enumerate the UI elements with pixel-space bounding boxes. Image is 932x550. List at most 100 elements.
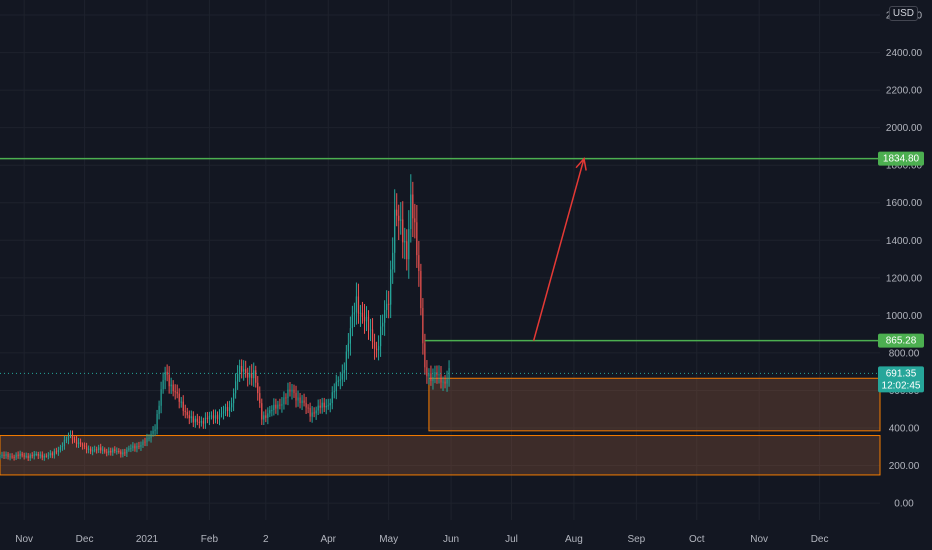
candle-body (212, 415, 215, 419)
x-tick-label: Sep (627, 534, 645, 545)
candle-body (422, 308, 424, 344)
candle-body (343, 370, 345, 374)
candle-body (253, 370, 255, 379)
candle-body (152, 430, 154, 434)
y-tick-label: 200.00 (889, 461, 920, 472)
candle-body (438, 374, 440, 376)
candle-body (85, 446, 88, 450)
candle-body (265, 415, 267, 418)
candle-body (426, 367, 428, 377)
candle-body (309, 408, 311, 417)
projection-arrowhead (575, 157, 587, 171)
candle-body (351, 314, 354, 329)
candle-body (373, 342, 376, 349)
candle-body (45, 455, 47, 457)
candle-body (430, 373, 432, 381)
candle-body (287, 389, 289, 399)
candle-body (271, 410, 273, 412)
candle-body (79, 442, 82, 445)
candle-body (261, 403, 263, 420)
candle-body (404, 241, 406, 243)
resistance-high-tag (878, 151, 924, 166)
candle-body (263, 415, 265, 420)
candle-body (241, 365, 243, 372)
candle-body (255, 370, 257, 383)
candle-body (190, 416, 192, 419)
y-tick-label: 2000.00 (886, 123, 923, 134)
candle-body (327, 405, 329, 407)
candle-body (339, 379, 341, 381)
candle-body (444, 381, 446, 384)
candle-body (251, 373, 253, 379)
candle-body (13, 457, 15, 459)
candle-body (341, 373, 343, 380)
candle-body (331, 392, 333, 404)
candle-body (420, 271, 422, 309)
candle-body (285, 397, 287, 399)
candle-body (377, 346, 380, 351)
candle-body (402, 219, 404, 243)
time-axis[interactable]: Nov Dec 2021 Feb 2 Apr May Jun Jul Aug Sep Oct Nov De… (15, 534, 828, 545)
candle-body (144, 441, 146, 443)
candle-body (416, 222, 418, 256)
candle-body (448, 368, 450, 380)
horizontal-levels (0, 157, 880, 374)
price-axis[interactable]: 0.00200.00400.00600.00800.001000.001200.… (886, 11, 923, 510)
candle-body (325, 405, 327, 408)
demand-zones (0, 377, 881, 476)
x-tick-label: Jun (443, 534, 459, 545)
candle-body (218, 414, 221, 420)
candle-body (394, 209, 396, 253)
candle-body (83, 445, 86, 447)
candle-body (299, 397, 301, 404)
candle-body (41, 454, 43, 458)
candle-body (59, 447, 62, 450)
candle-body (71, 434, 74, 440)
candle-body (367, 316, 370, 330)
candle-body (112, 449, 114, 453)
candle-body (412, 194, 414, 219)
candle-body (51, 453, 53, 456)
y-tick-label: 400.00 (889, 424, 920, 435)
candle-body (446, 379, 448, 384)
candle-body (293, 389, 295, 394)
candle-body (1, 454, 3, 457)
candle-body (154, 429, 156, 431)
candle-body (88, 448, 90, 450)
candle-body (281, 404, 283, 406)
candle-body (164, 371, 166, 381)
candle-body (61, 446, 64, 448)
y-tick-label: 0.00 (894, 499, 914, 510)
candle-body (37, 453, 39, 456)
candle-body (277, 404, 279, 409)
candle-body (315, 410, 317, 414)
x-tick-label: Nov (15, 534, 33, 545)
chart-grid (0, 0, 880, 520)
candle-body (347, 343, 349, 352)
candle-body (21, 453, 23, 456)
candle-body (337, 380, 339, 382)
candle-body (124, 452, 126, 454)
candle-body (29, 455, 31, 458)
candle-body (267, 413, 269, 418)
candle-body (269, 410, 271, 414)
x-tick-label: Oct (689, 534, 705, 545)
candle-body (126, 449, 128, 454)
candle-body (33, 454, 35, 457)
candle-body (25, 455, 27, 457)
candle-body (224, 406, 227, 412)
candle-body (168, 374, 170, 387)
currency-label[interactable]: USD (888, 6, 918, 21)
candle-body (406, 241, 408, 260)
projection-arrow (532, 157, 587, 341)
candle-body (63, 439, 66, 447)
candle-body (311, 412, 313, 417)
candle-body (90, 448, 92, 452)
candle-body (230, 403, 233, 408)
candle-body (17, 454, 19, 457)
candle-body (11, 456, 13, 458)
candle-body (369, 329, 372, 331)
candle-body (208, 416, 211, 420)
